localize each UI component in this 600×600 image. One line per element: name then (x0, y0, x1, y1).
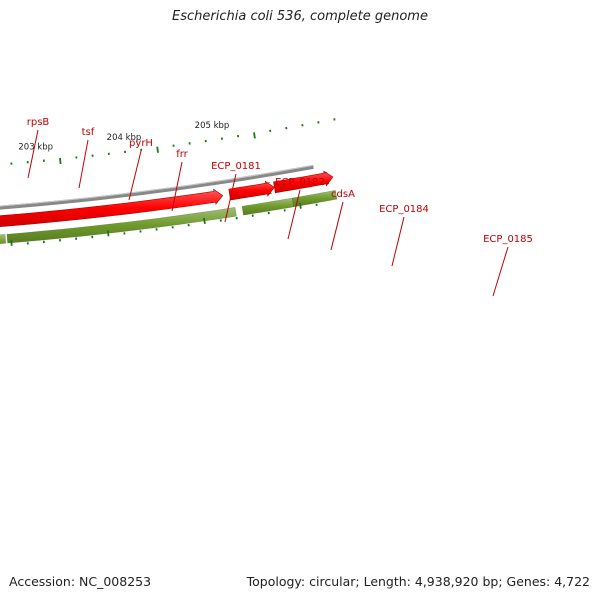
scale-labels: 195 kbp196 kbp197 kbp198 kbp199 kbp200 k… (18, 121, 230, 153)
gene-leader-frr (171, 161, 183, 212)
scale-label: 203 kbp (18, 142, 53, 152)
gene-leader-ecp_0182 (287, 189, 301, 240)
genome-backbone (0, 164, 314, 210)
feature-tick (298, 202, 302, 209)
backbone-line (0, 164, 314, 210)
cds-arrow-10 (228, 180, 275, 201)
gene-leader-cdsa (330, 201, 344, 251)
feature-box-8 (0, 234, 7, 244)
gene-label-ecp_0181: ECP_0181 (211, 161, 261, 172)
gene-label-ecp_0185: ECP_0185 (483, 234, 533, 245)
backbone-highlight (0, 164, 314, 207)
gene-label-cdsa: cdsA (331, 189, 355, 200)
gene-leader-rpsb (27, 129, 39, 179)
feature-tick (106, 230, 110, 237)
scale-tick (156, 146, 159, 153)
scale-label: 205 kbp (195, 121, 230, 131)
feature-tick (10, 239, 13, 246)
gene-leader-ecp_0185 (492, 246, 509, 297)
gene-label-frr: frr (176, 149, 188, 160)
gene-leader-ecp_0184 (391, 216, 405, 267)
cds-arrow-11 (273, 170, 334, 194)
cds-arrow-9 (0, 188, 224, 227)
feature-box-9 (6, 207, 237, 244)
gene-leader-ecp_0181 (224, 173, 237, 223)
feature-box-11 (291, 190, 338, 208)
gene-label-tsf: tsf (82, 127, 95, 138)
accession-text: Accession: NC_008253 (9, 574, 152, 589)
scale-tick (253, 132, 256, 139)
gene-leader-pyrh (128, 150, 142, 201)
genome-summary-text: Topology: circular; Length: 4,938,920 bp… (246, 574, 590, 589)
feature-tick (203, 217, 206, 225)
map-title: Escherichia coli 536, complete genome (172, 9, 428, 24)
scale-tick (59, 157, 62, 165)
gene-label-ecp_0182: ECP_0182 (275, 177, 325, 188)
gene-leader-tsf (78, 139, 89, 189)
scale-label: 204 kbp (107, 133, 142, 143)
gene-label-ecp_0184: ECP_0184 (379, 204, 429, 215)
gene-label-pyrh: pyrH (129, 138, 153, 149)
gene-labels: rpsB tsf pyrH frr ECP_0181 ECP_0182 cdsA ECP_01… (27, 117, 533, 297)
feature-tick-ring (10, 202, 318, 246)
gene-label-rpsb: rpsB (27, 117, 50, 128)
cds-arrow-track (0, 170, 334, 227)
scale-dot-ring (10, 118, 336, 165)
feature-track (0, 190, 338, 244)
